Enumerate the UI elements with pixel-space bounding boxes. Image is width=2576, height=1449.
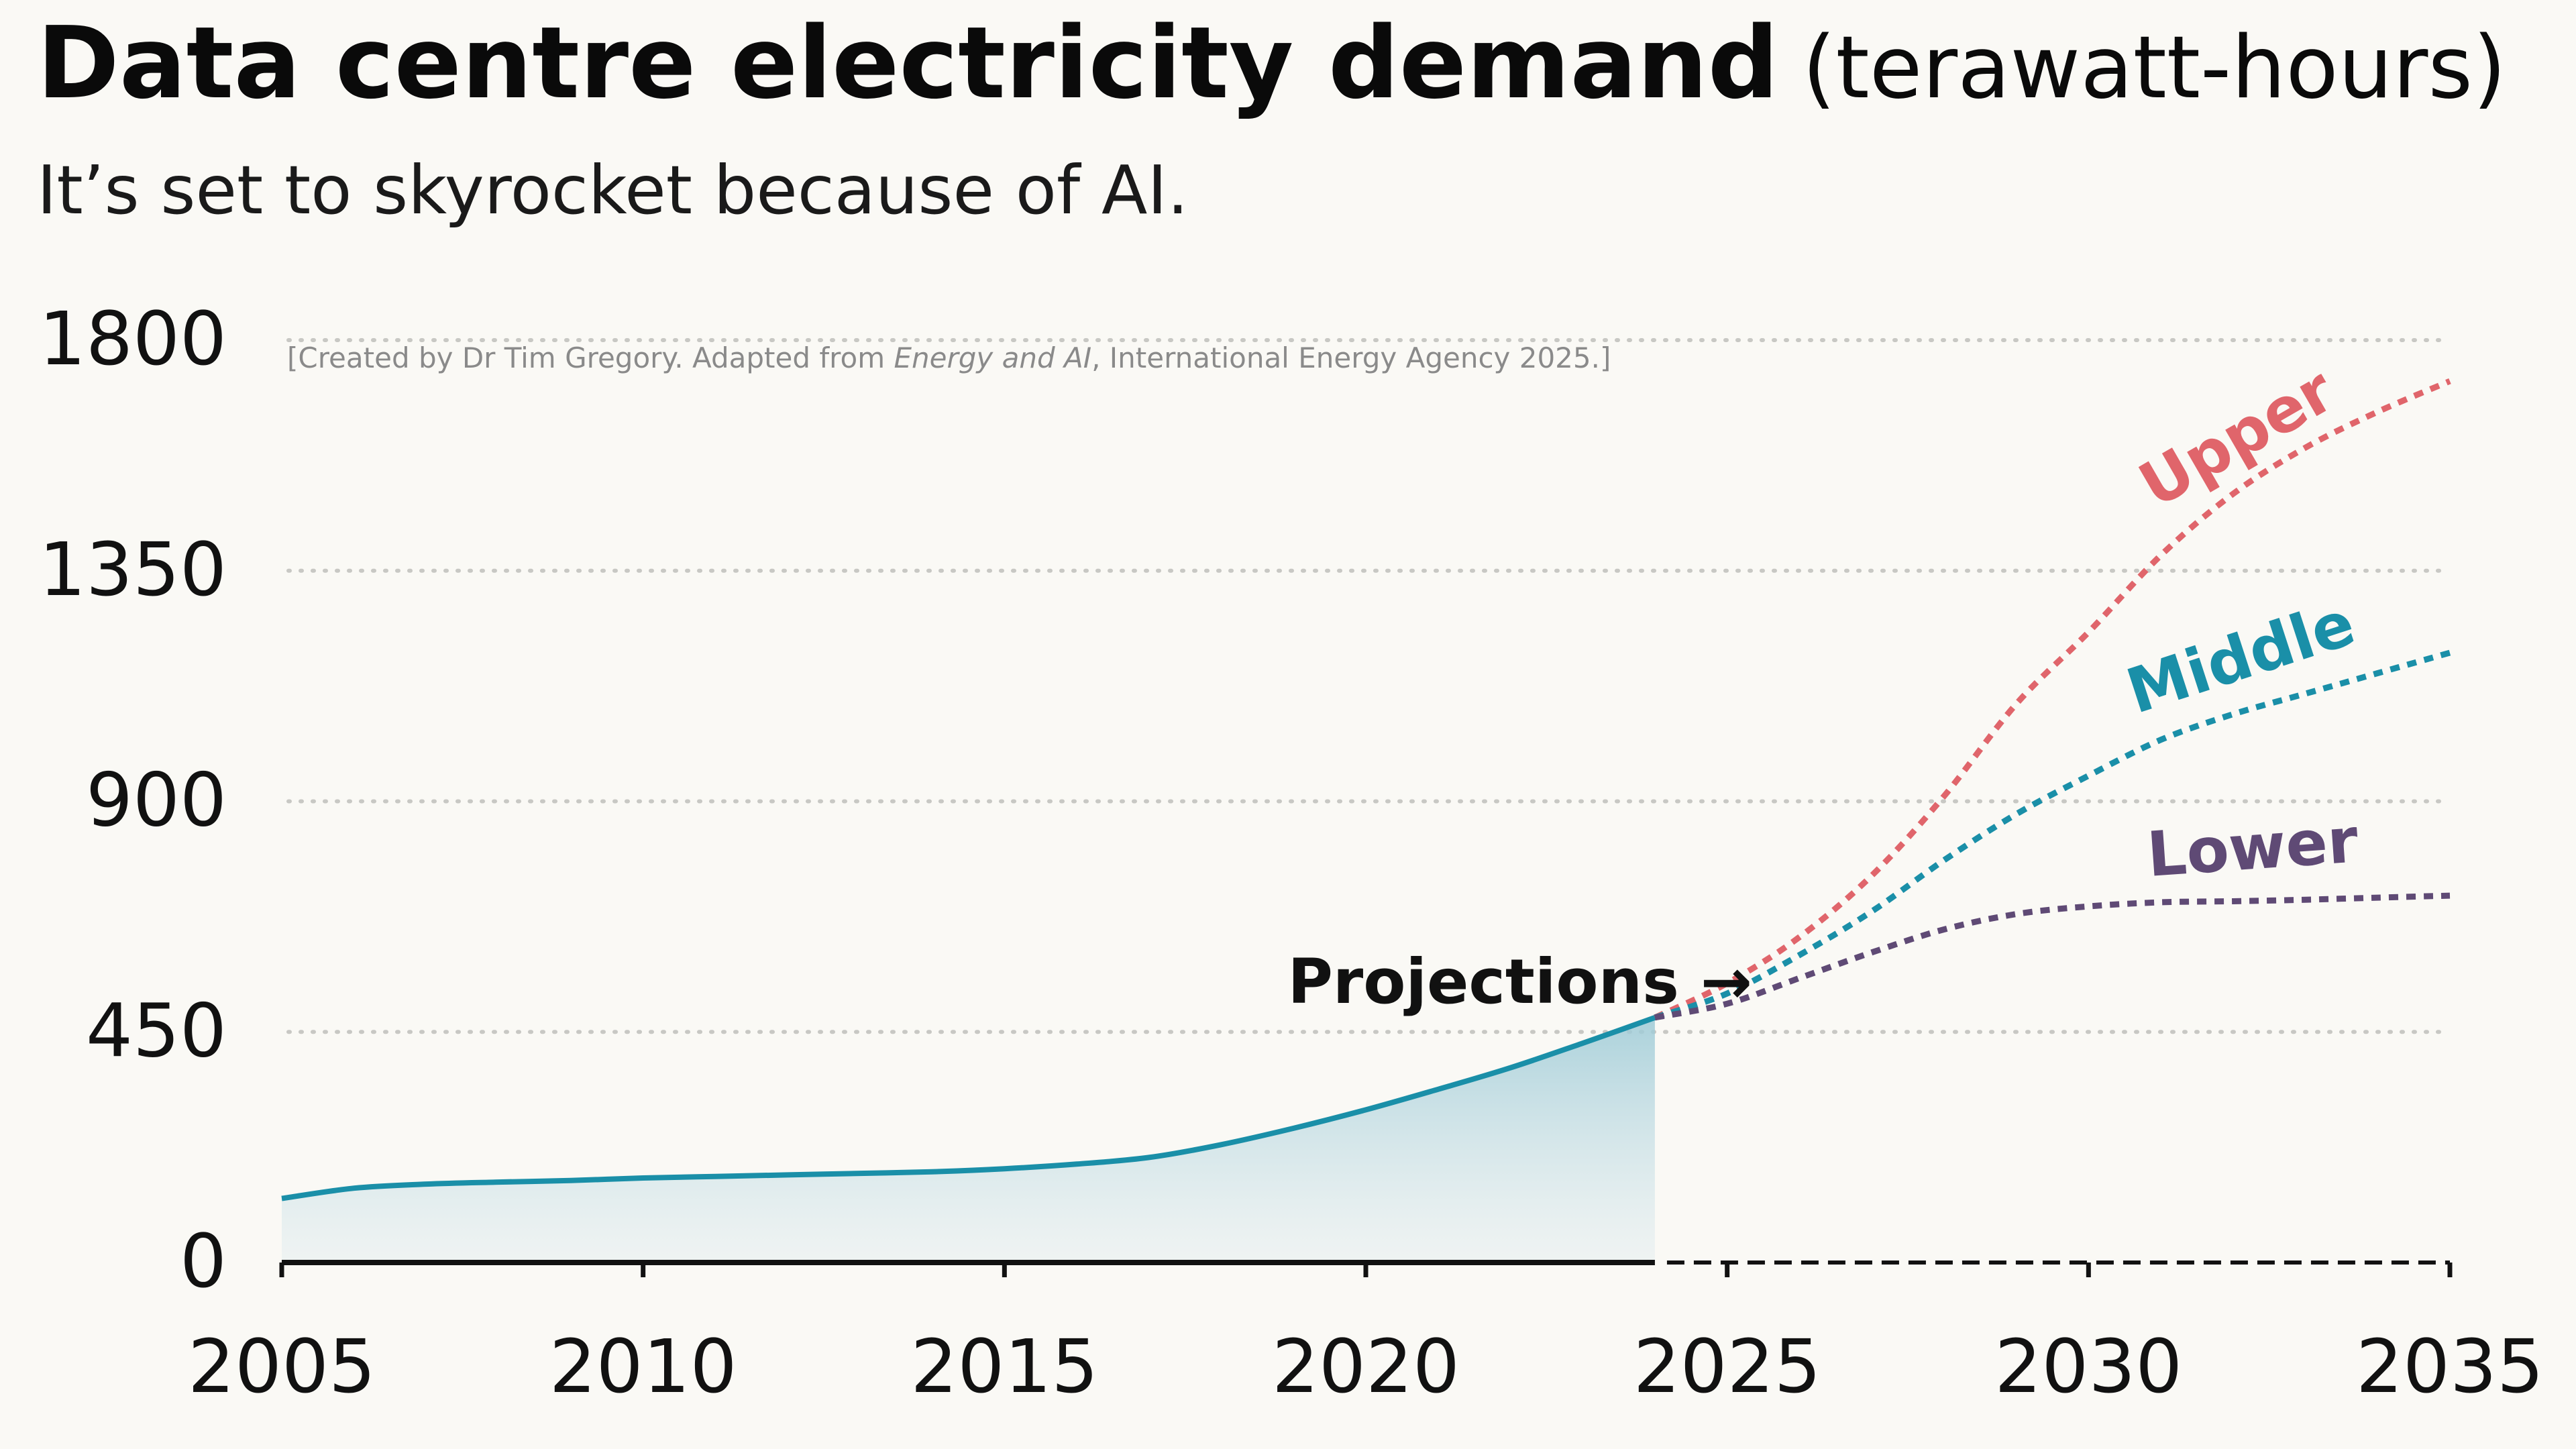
series-label-middle: Middle xyxy=(2118,587,2363,728)
title-main: Data centre electricity demand xyxy=(37,5,1779,121)
projection-line-lower xyxy=(1654,892,2451,1021)
gridlines xyxy=(286,338,2452,1034)
chart-subtitle: It’s set to skyrocket because of AI. xyxy=(37,151,1189,229)
y-tick-label: 900 xyxy=(86,757,227,843)
series-lines xyxy=(281,378,2451,1201)
source-credit: [Created by Dr Tim Gregory. Adapted from… xyxy=(287,341,1611,374)
x-tick-label: 2015 xyxy=(910,1324,1098,1409)
x-tick-label: 2005 xyxy=(188,1324,376,1409)
x-tick-label: 2035 xyxy=(2356,1324,2544,1409)
y-tick-label: 0 xyxy=(180,1218,227,1304)
title-unit: (terawatt-hours) xyxy=(1803,18,2506,118)
historic-line xyxy=(281,1015,1656,1201)
historic-area xyxy=(282,1017,1655,1263)
x-tick-label: 2020 xyxy=(1272,1324,1460,1409)
credit-source-title: Energy and AI xyxy=(894,341,1091,374)
x-axis-ticks: 2005 2010 2015 2020 2025 2030 2035 xyxy=(188,1324,2544,1409)
y-tick-label: 1350 xyxy=(39,527,227,612)
x-tick-label: 2030 xyxy=(1994,1324,2182,1409)
credit-suffix: , International Energy Agency 2025.] xyxy=(1091,341,1611,374)
series-label-lower: Lower xyxy=(2145,804,2361,891)
x-tick-label: 2010 xyxy=(549,1324,737,1409)
projections-annotation: Projections → xyxy=(1287,946,1752,1018)
y-tick-label: 1800 xyxy=(39,296,227,382)
historic-area-fill xyxy=(282,1017,1655,1263)
credit-prefix: [Created by Dr Tim Gregory. Adapted from xyxy=(287,341,894,374)
projection-line-upper xyxy=(1653,378,2451,1020)
y-tick-label: 450 xyxy=(86,987,227,1073)
x-axis xyxy=(279,1260,2453,1277)
series-label-upper: Upper xyxy=(2127,354,2346,522)
projection-line-middle xyxy=(1654,649,2451,1021)
chart-title: Data centre electricity demand (terawatt-… xyxy=(37,5,2506,121)
y-axis-ticks: 0 450 900 1350 1800 xyxy=(39,296,227,1304)
x-tick-label: 2025 xyxy=(1633,1324,1821,1409)
